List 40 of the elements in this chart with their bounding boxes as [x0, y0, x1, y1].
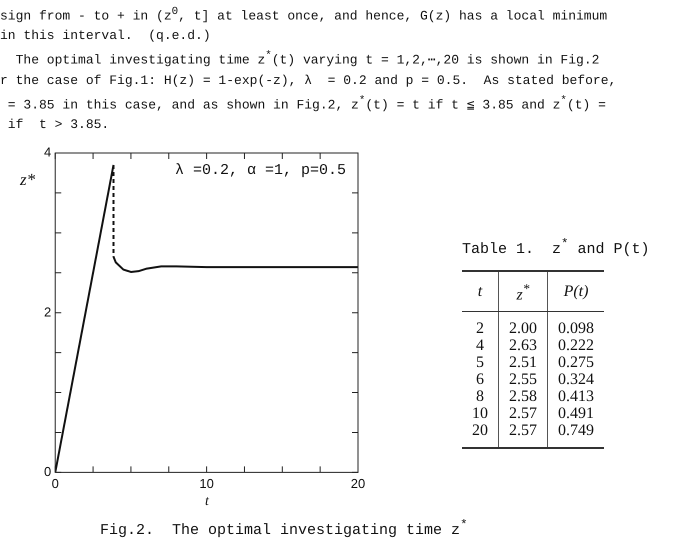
annotation: λ =0.2, α =1, p=0.5 — [175, 162, 346, 179]
text: 10 — [471, 405, 489, 422]
text: 2.57 — [498, 405, 548, 422]
text: P(t) — [548, 271, 604, 312]
text: 5 — [475, 354, 485, 372]
text: 4 — [475, 337, 485, 354]
y-tick-label: 0 — [44, 464, 52, 479]
text: = 3.85 in this case, and as shown in Fig.2, z$^{*}$(t) = t if t ≦ 3.85 and z$^{*}$(t) = — [8, 94, 606, 112]
text: 0.491 — [548, 405, 604, 422]
x-tick-label: 20 — [350, 476, 366, 491]
text: t — [462, 271, 498, 312]
text: 8 — [475, 388, 485, 406]
text: 2.57 — [498, 422, 548, 448]
text: 2 — [475, 319, 485, 338]
text: 2.00 — [498, 312, 548, 338]
text: 0.324 — [548, 371, 604, 388]
text: sign from - to + in (z$^{0}$, t] at least once, and hence, G(z) has a local minimum — [0, 6, 608, 24]
text: 0.749 — [548, 422, 604, 448]
text: 2.51 — [498, 354, 548, 372]
text: r the case of Fig.1: H(z) = 1-exp(-z), λ = 0.2 and p = 0.5. As stated before, — [0, 72, 616, 88]
text: 0.275 — [548, 354, 604, 372]
text: 0.098 — [548, 312, 604, 338]
text: in this interval. (q.e.d.) — [0, 28, 211, 44]
text: The optimal investigating time z$^{*}$(t) varying t = 1,2,⋯,20 is shown in Fig.2 — [16, 50, 600, 68]
y-tick-label: 4 — [44, 144, 52, 160]
x-axis-title: t — [205, 494, 209, 510]
text: if t > 3.85. — [8, 116, 110, 132]
text: 20 — [471, 422, 489, 442]
text: 2.55 — [498, 371, 548, 388]
text: Table 1. z$^{*}$ and P(t) — [462, 237, 650, 258]
y-tick-label: 2 — [44, 304, 52, 320]
caption: Fig.2. The optimal investigating time z$^{*}$ — [100, 518, 468, 539]
text: 2.58 — [498, 388, 548, 406]
x-tick-label: 10 — [199, 476, 214, 491]
text: 2.63 — [498, 337, 548, 354]
text: 6 — [475, 371, 485, 388]
text: 0.413 — [548, 388, 604, 406]
text: 0.222 — [548, 337, 604, 354]
y-axis-title: z* — [20, 170, 36, 190]
text: z$^{*}$ — [498, 271, 548, 312]
